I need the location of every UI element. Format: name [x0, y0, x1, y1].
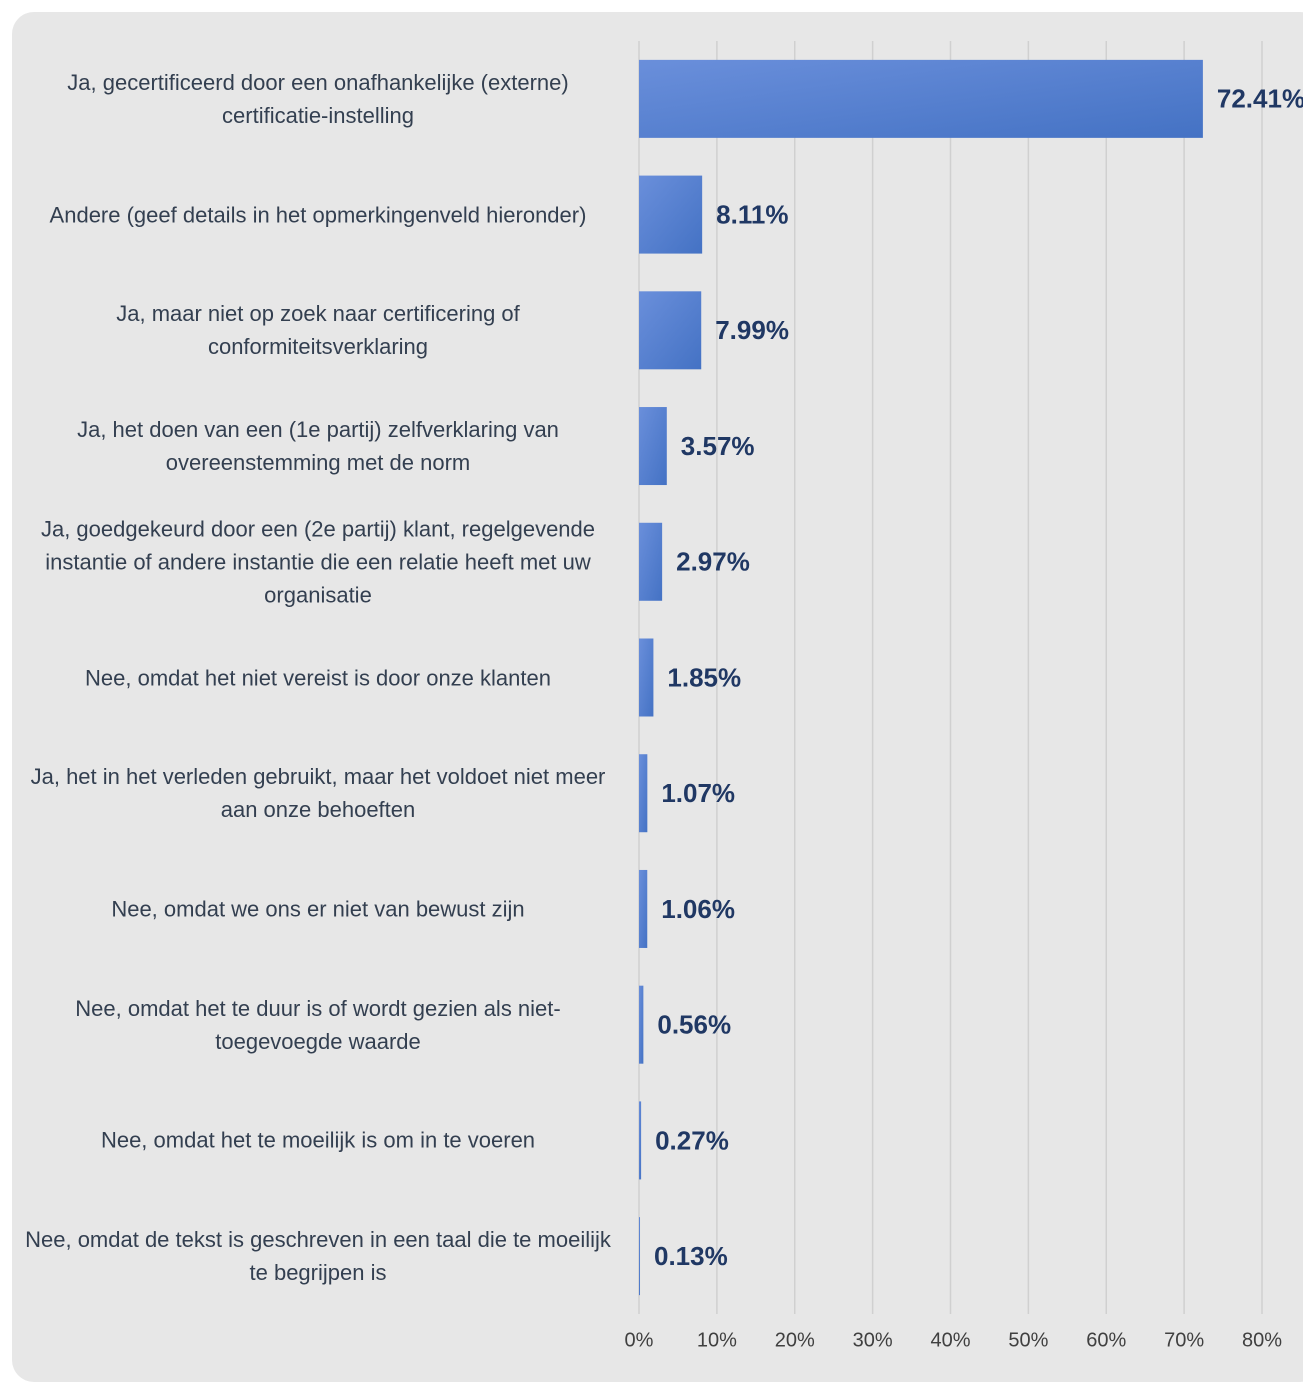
- bar: [639, 985, 644, 1064]
- bar: [639, 638, 654, 717]
- category-label: Ja, het doen van een (1e partij) zelfver…: [77, 417, 559, 476]
- value-label: 8.11%: [716, 199, 788, 229]
- category-label: Nee, omdat we ons er niet van bewust zij…: [111, 896, 525, 922]
- value-label: 1.06%: [661, 894, 735, 924]
- value-label: 72.41%: [1217, 84, 1303, 114]
- x-tick-label: 10%: [697, 1329, 737, 1351]
- x-tick-label: 30%: [853, 1329, 893, 1351]
- category-label: Nee, omdat het te moeilijk is om in te v…: [100, 1127, 536, 1153]
- category-label: Ja, goedgekeurd door een (2e partij) kla…: [40, 516, 596, 608]
- bar: [639, 59, 1203, 138]
- x-tick-label: 20%: [775, 1329, 815, 1351]
- bar: [639, 291, 702, 370]
- bar: [639, 1101, 642, 1180]
- value-label: 1.85%: [667, 662, 741, 692]
- bar: [639, 869, 648, 948]
- category-label: Andere (geef details in het opmerkingenv…: [49, 202, 587, 228]
- category-label: Nee, omdat het te duur is of wordt gezie…: [75, 995, 561, 1054]
- value-label: 0.27%: [655, 1125, 729, 1155]
- value-label: 3.57%: [681, 431, 755, 461]
- x-tick-label: 40%: [930, 1329, 970, 1351]
- bar: [639, 754, 648, 833]
- x-tick-label: 50%: [1008, 1329, 1048, 1351]
- category-label: Ja, maar niet op zoek naar certificering…: [116, 301, 520, 360]
- x-tick-label: 0%: [625, 1329, 654, 1351]
- value-label: 0.13%: [654, 1241, 728, 1271]
- x-tick-label: 60%: [1086, 1329, 1126, 1351]
- value-label: 1.07%: [661, 778, 735, 808]
- category-label: Ja, gecertificeerd door een onafhankelij…: [67, 69, 569, 128]
- bar: [639, 175, 703, 254]
- value-label: 0.56%: [657, 1010, 731, 1040]
- value-label: 2.97%: [676, 547, 750, 577]
- bar: [639, 522, 663, 601]
- category-label: Nee, omdat het niet vereist is door onze…: [85, 665, 551, 690]
- category-label: Ja, het in het verleden gebruikt, maar h…: [30, 764, 606, 823]
- value-label: 7.99%: [715, 315, 789, 345]
- bar: [639, 407, 667, 486]
- category-label: Nee, omdat de tekst is geschreven in een…: [25, 1227, 611, 1286]
- x-tick-label: 70%: [1164, 1329, 1204, 1351]
- bar: [639, 1217, 641, 1296]
- x-tick-label: 80%: [1242, 1329, 1282, 1351]
